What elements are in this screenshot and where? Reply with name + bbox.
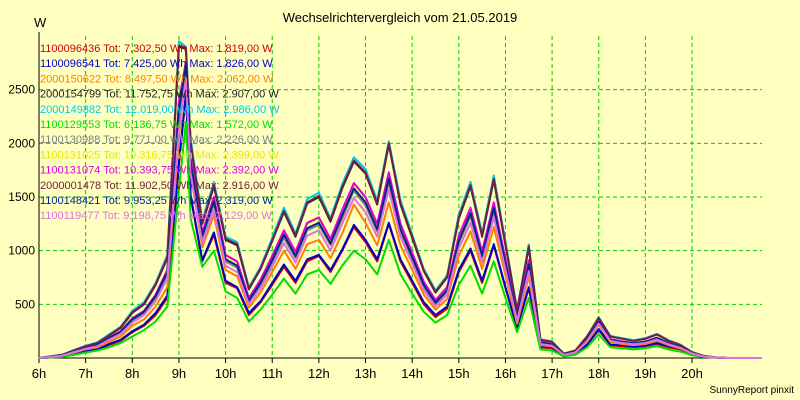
y-tick-label: 1500 (8, 190, 35, 204)
x-tick-label: 17h (541, 366, 563, 381)
x-tick-label: 6h (32, 366, 46, 381)
legend-entry: 1100131074 Tot: 10.393,75 Wh Max: 2.392,… (40, 165, 279, 177)
legend-entry: 2000149882 Tot: 12.019,00 Wh Max: 2.986,… (40, 104, 280, 116)
x-tick-label: 9h (172, 366, 186, 381)
x-tick-label: 12h (308, 366, 330, 381)
legend-entry: 1100096436 Tot: 7.302,50 Wh Max: 1.819,0… (40, 43, 273, 55)
x-tick-label: 13h (355, 366, 377, 381)
y-unit-label: W (34, 15, 47, 30)
y-tick-label: 1000 (8, 244, 35, 258)
legend-entry: 2000154799 Tot: 11.752,75 Wh Max: 2.907,… (40, 89, 279, 101)
credit-label: SunnyReport pinxit (709, 385, 795, 396)
x-tick-label: 16h (495, 366, 517, 381)
legend-entry: 1100129553 Tot: 6.136,75 Wh Max: 1.572,0… (40, 119, 273, 131)
y-tick-label: 2500 (8, 83, 35, 97)
series-line (38, 44, 762, 359)
x-tick-label: 18h (588, 366, 610, 381)
x-tick-label: 10h (215, 366, 237, 381)
y-tick-label: 500 (15, 297, 35, 311)
legend-entry: 1100148421 Tot: 9.953,25 Wh Max: 2.319,0… (40, 195, 273, 207)
legend-entry: 1100130988 Tot: 9.771,00 Wh Max: 2.226,0… (40, 134, 273, 146)
legend-entry: 1100119477 Tot: 9.198,75 Wh Max: 2.129,0… (40, 210, 272, 222)
series-line (38, 65, 762, 359)
series-line (38, 120, 762, 359)
legend-entry: 1100096541 Tot: 7.425,00 Wh Max: 1.826,0… (40, 58, 273, 70)
chart-title: Wechselrichtervergleich vom 21.05.2019 (282, 10, 518, 25)
y-tick-label: 2000 (8, 136, 35, 150)
legend-entry: 1100131025 Tot: 10.316,75 Wh Max: 2.399,… (40, 149, 279, 161)
x-tick-label: 14h (401, 366, 423, 381)
legend-entry: 2000001478 Tot: 11.902,50 Wh Max: 2.916,… (40, 180, 279, 192)
x-tick-label: 19h (635, 366, 657, 381)
x-tick-label: 7h (78, 366, 92, 381)
x-tick-label: 15h (448, 366, 470, 381)
x-tick-label: 8h (125, 366, 139, 381)
legend-entry: 2000150622 Tot: 8.497,50 Wh Max: 2.062,0… (40, 73, 274, 85)
series-line (38, 77, 762, 359)
series-line (38, 93, 762, 359)
x-tick-label: 11h (262, 366, 283, 381)
x-tick-label: 20h (681, 366, 703, 381)
